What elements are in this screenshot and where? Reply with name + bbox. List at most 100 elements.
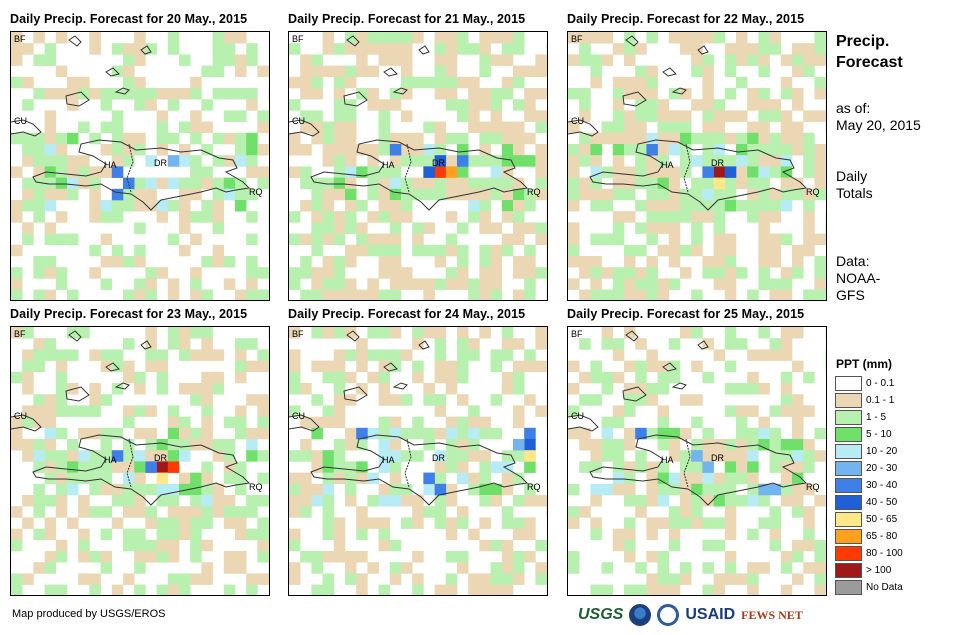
precip-cell <box>257 65 269 78</box>
precip-cell <box>378 450 391 462</box>
label-dr: DR <box>432 158 445 168</box>
precip-cell <box>311 495 323 507</box>
precip-cell <box>646 394 658 406</box>
precip-cell <box>412 427 424 440</box>
precip-cell <box>479 54 491 66</box>
precip-cell <box>333 349 346 361</box>
precip-cell <box>457 450 469 462</box>
precip-cell <box>769 427 782 440</box>
precip-cell <box>501 233 514 246</box>
precip-cell <box>769 110 782 122</box>
precip-cell <box>389 289 402 300</box>
precip-cell <box>702 54 714 66</box>
precip-cell <box>702 200 714 212</box>
precip-cell <box>401 188 413 201</box>
precip-cell <box>434 495 447 507</box>
precip-cell <box>67 517 79 529</box>
precip-cell <box>479 155 491 167</box>
precip-cell <box>792 121 804 134</box>
precip-cell <box>468 405 480 417</box>
precip-cell <box>680 132 692 145</box>
precip-cell <box>568 483 580 496</box>
precip-cell <box>145 289 157 300</box>
precip-cell <box>769 289 782 300</box>
precip-cell <box>702 338 714 350</box>
precip-cell <box>223 439 236 451</box>
precip-cell <box>747 584 759 595</box>
island-outline <box>625 330 639 342</box>
precip-cell <box>814 54 826 66</box>
precip-cell <box>568 200 580 212</box>
precip-cell <box>389 439 402 451</box>
precip-cell <box>780 562 793 574</box>
precip-cell <box>212 383 225 395</box>
precip-cell <box>44 394 57 406</box>
precip-cell <box>490 88 503 100</box>
precip-cell <box>389 99 402 111</box>
precip-cell <box>457 349 469 361</box>
precip-cell <box>747 88 759 100</box>
precip-cell <box>367 427 379 440</box>
precip-cell <box>445 278 458 290</box>
precip-cell <box>212 371 225 384</box>
precip-cell <box>89 32 101 44</box>
precip-cell <box>289 539 301 552</box>
legend-item: 20 - 30 <box>835 460 903 477</box>
precip-cell <box>524 349 536 361</box>
precip-cell <box>356 289 368 300</box>
precip-grid <box>289 327 547 595</box>
precip-cell <box>780 233 793 246</box>
precip-cell <box>758 88 770 100</box>
precip-cell <box>434 76 447 89</box>
precip-cell <box>201 200 213 212</box>
precip-cell <box>579 256 591 268</box>
precip-cell <box>67 349 79 361</box>
precip-cell <box>44 43 57 55</box>
precip-cell <box>33 349 45 361</box>
precip-cell <box>646 495 658 507</box>
precip-cell <box>691 472 703 485</box>
precip-cell <box>11 43 23 55</box>
precip-cell <box>223 562 236 574</box>
precip-cell <box>524 200 536 212</box>
precip-cell <box>780 472 793 485</box>
precip-cell <box>367 371 379 384</box>
precip-cell <box>179 584 191 595</box>
precip-cell <box>792 267 804 279</box>
precip-cell <box>22 177 34 190</box>
precip-cell <box>635 177 647 190</box>
precip-cell <box>311 244 323 257</box>
precip-cell <box>311 394 323 406</box>
island-outline <box>343 91 368 107</box>
precip-cell <box>123 188 135 201</box>
precip-cell <box>702 211 714 223</box>
precip-cell <box>668 573 681 585</box>
precip-cell <box>356 233 368 246</box>
precip-cell <box>612 439 625 451</box>
precip-cell <box>412 32 424 44</box>
precip-cell <box>612 233 625 246</box>
precip-cell <box>345 211 357 223</box>
precip-cell <box>646 383 658 395</box>
island-outline <box>662 67 677 77</box>
precip-cell <box>601 416 614 429</box>
precip-cell <box>680 573 692 585</box>
precip-cell <box>89 584 101 595</box>
legend-label: 0 - 0.1 <box>866 378 895 389</box>
precip-cell <box>389 211 402 223</box>
precip-cell <box>814 233 826 246</box>
precip-cell <box>713 256 726 268</box>
precip-cell <box>747 472 759 485</box>
precip-cell <box>747 495 759 507</box>
precip-cell <box>333 144 346 156</box>
precip-cell <box>713 188 726 201</box>
precip-cell <box>55 132 68 145</box>
precip-cell <box>145 278 157 290</box>
precip-cell <box>601 289 614 300</box>
precip-cell <box>769 144 782 156</box>
precip-cell <box>457 256 469 268</box>
precip-cell <box>322 483 335 496</box>
precip-cell <box>724 360 737 373</box>
precip-cell <box>713 244 726 257</box>
precip-cell <box>389 349 402 361</box>
